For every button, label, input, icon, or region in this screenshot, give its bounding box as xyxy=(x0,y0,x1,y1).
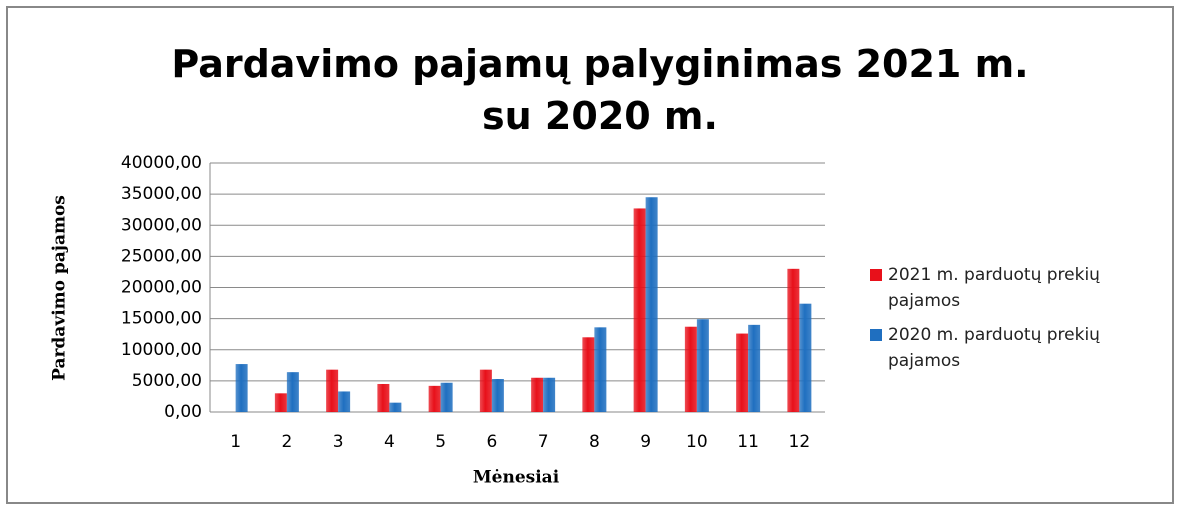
bar xyxy=(594,327,607,412)
chart-frame xyxy=(6,6,1174,504)
bar xyxy=(531,377,544,412)
x-tick-label: 5 xyxy=(435,432,446,452)
bar xyxy=(736,333,749,412)
y-tick-label: 10000,00 xyxy=(121,340,202,360)
x-tick-label: 3 xyxy=(333,432,344,452)
y-tick-label: 35000,00 xyxy=(121,184,202,204)
x-tick-label: 12 xyxy=(789,432,811,452)
legend-label: 2020 m. parduotų prekių pajamos xyxy=(888,325,1100,371)
chart-title: Pardavimo pajamų palyginimas 2021 m. su … xyxy=(171,42,1029,138)
x-tick-label: 2 xyxy=(281,432,292,452)
bar xyxy=(645,197,658,412)
x-tick-label: 6 xyxy=(486,432,497,452)
legend-swatch xyxy=(870,269,882,281)
legend-item: 2021 m. parduotų prekių pajamos xyxy=(870,262,1170,314)
bar xyxy=(428,385,441,412)
bar xyxy=(696,319,709,412)
x-tick-label: 11 xyxy=(737,432,759,452)
y-tick-label: 25000,00 xyxy=(121,246,202,266)
legend: 2021 m. parduotų prekių pajamos 2020 m. p… xyxy=(870,262,1170,382)
bar xyxy=(274,393,287,412)
bar xyxy=(286,372,299,412)
bar xyxy=(633,208,646,412)
x-tick-label: 10 xyxy=(686,432,708,452)
bar xyxy=(491,379,504,412)
x-tick-label: 1 xyxy=(230,432,241,452)
bar xyxy=(235,364,248,412)
y-tick-label: 20000,00 xyxy=(121,278,202,298)
x-tick-label: 7 xyxy=(538,432,549,452)
bar xyxy=(543,377,556,412)
legend-swatch xyxy=(870,329,882,341)
x-tick-label: 8 xyxy=(589,432,600,452)
y-tick-label: 0,00 xyxy=(164,402,202,422)
bar xyxy=(440,382,453,412)
bar xyxy=(377,383,390,412)
bar xyxy=(799,303,812,412)
bar xyxy=(338,391,351,412)
y-tick-label: 40000,00 xyxy=(121,153,202,173)
bar xyxy=(326,369,339,412)
y-axis-title: Pardavimo pajamos xyxy=(50,195,70,381)
legend-label: 2021 m. parduotų prekių pajamos xyxy=(888,265,1100,311)
bar xyxy=(748,324,761,412)
bar xyxy=(787,268,800,412)
bar xyxy=(582,337,595,412)
y-tick-label: 15000,00 xyxy=(121,309,202,329)
y-tick-label: 5000,00 xyxy=(132,371,202,391)
bar xyxy=(479,369,492,412)
y-tick-label: 30000,00 xyxy=(121,215,202,235)
legend-item: 2020 m. parduotų prekių pajamos xyxy=(870,322,1170,374)
x-tick-label: 4 xyxy=(384,432,395,452)
bar xyxy=(684,326,697,412)
bar xyxy=(389,402,402,412)
x-axis-title: Mėnesiai xyxy=(473,468,560,488)
x-tick-label: 9 xyxy=(640,432,651,452)
